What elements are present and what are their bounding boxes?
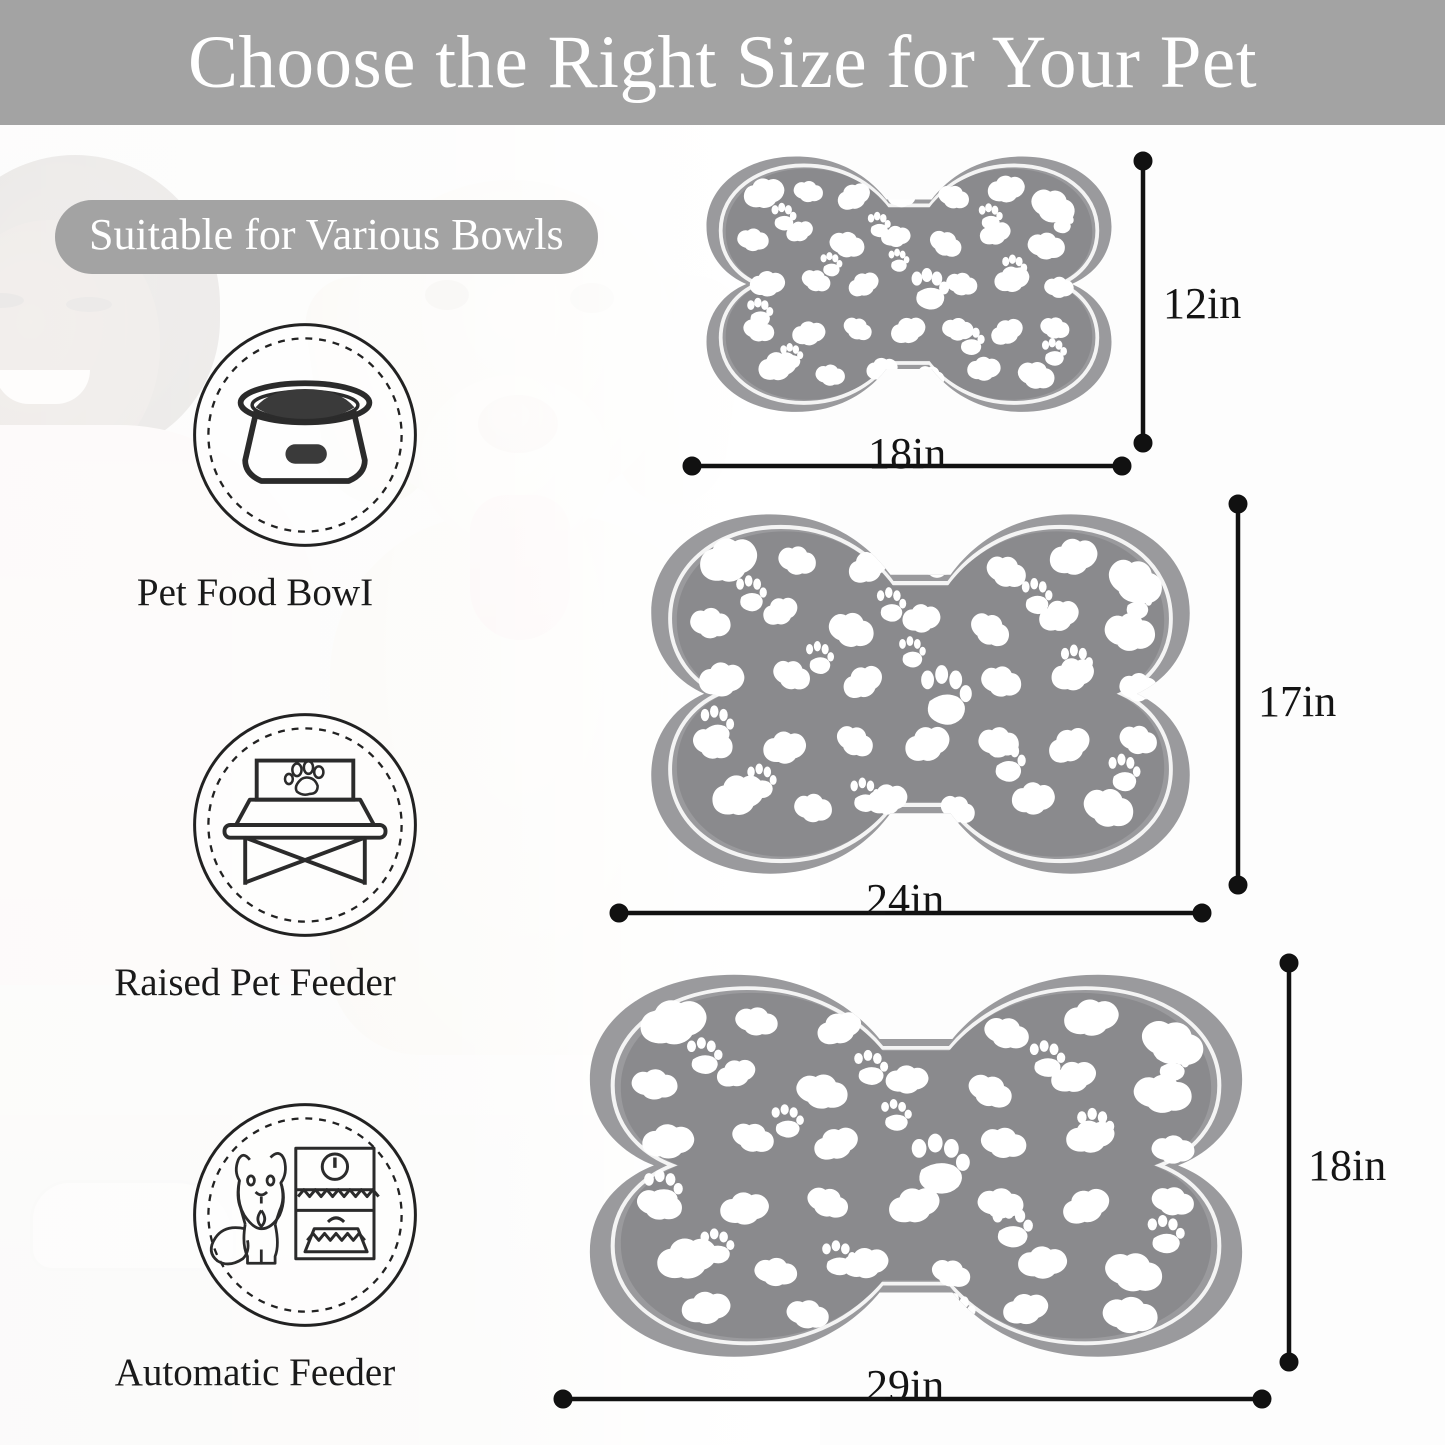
feature-item: Pet Food BowI <box>0 320 510 710</box>
large-mat-width-label: 29in <box>866 1361 945 1410</box>
automatic-feeder-icon <box>190 1100 420 1330</box>
feature-label: Pet Food BowI <box>136 571 374 614</box>
feature-label: Automatic Feeder <box>114 1351 396 1394</box>
small-mat-height-label: 12in <box>1163 279 1242 328</box>
raised-pet-feeder-icon <box>190 710 420 940</box>
feature-list: Pet Food BowI <box>0 320 510 1445</box>
feature-item: Raised Pet Feeder <box>0 710 510 1100</box>
suitable-bowls-badge: Suitable for Various Bowls <box>55 200 598 274</box>
dimension-line-large-height <box>1279 953 1299 1372</box>
dimension-line-medium-height <box>1228 494 1248 895</box>
medium-mat-width-label: 24in <box>866 875 945 924</box>
page-title: Choose the Right Size for Your Pet <box>187 21 1258 104</box>
feature-label: Raised Pet Feeder <box>114 961 396 1004</box>
pet-food-bowl-icon <box>190 320 420 550</box>
small-mat-width-label: 18in <box>868 429 947 478</box>
badge-label: Suitable for Various Bowls <box>89 210 564 259</box>
medium-mat-height-label: 17in <box>1258 677 1337 726</box>
large-mat-height-label: 18in <box>1308 1141 1387 1190</box>
dimension-line-small-height <box>1133 151 1153 453</box>
feature-item: Automatic Feeder <box>0 1100 510 1445</box>
header-banner: Choose the Right Size for Your Pet <box>0 0 1445 125</box>
